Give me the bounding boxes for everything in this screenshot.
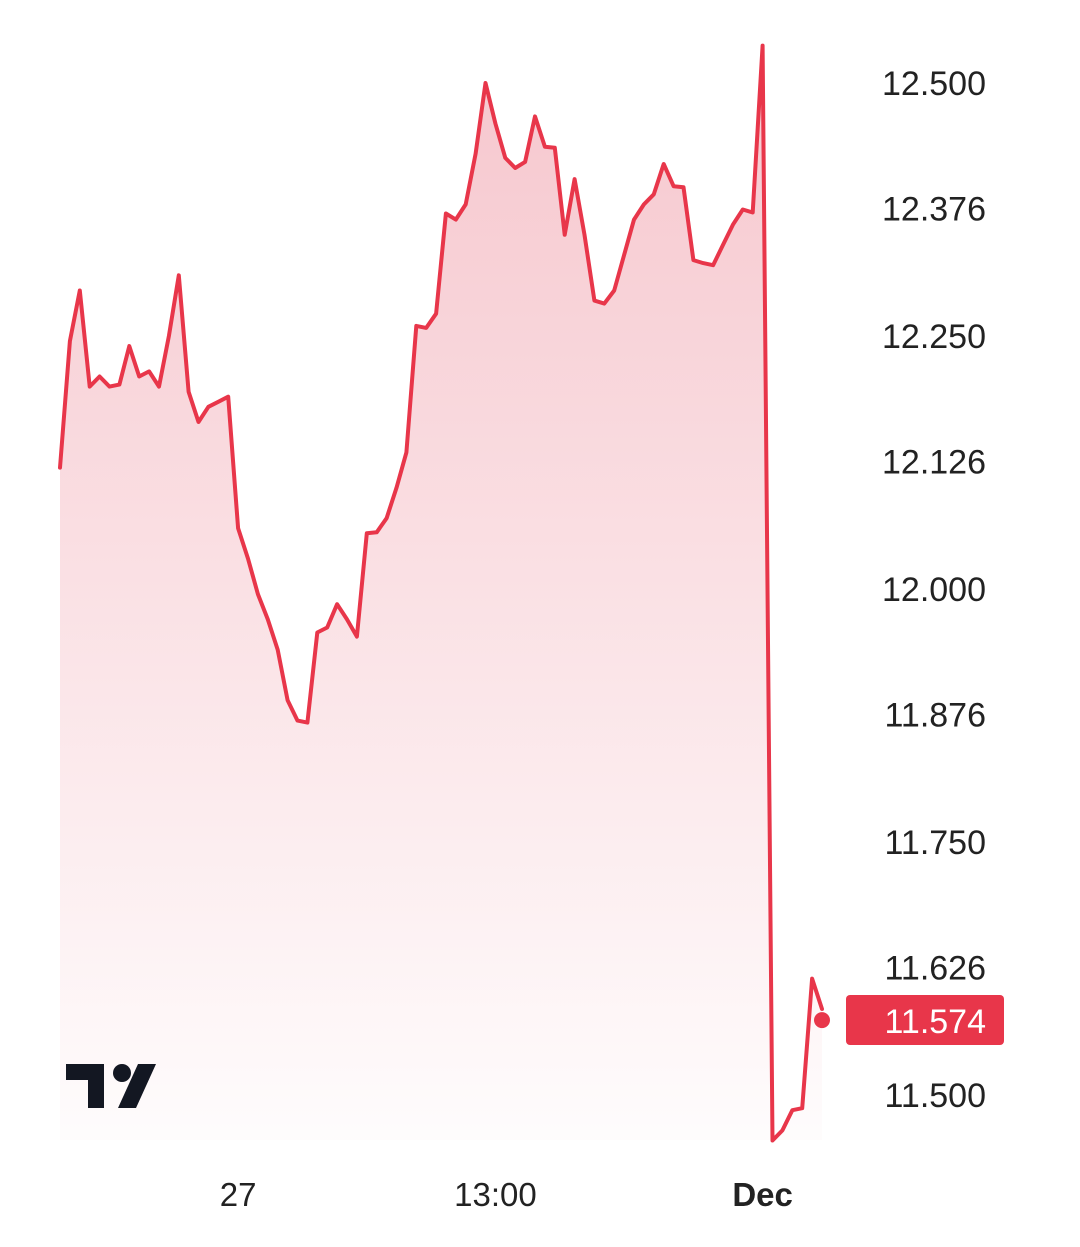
y-tick-label: 12.250 — [882, 318, 986, 356]
price-area-fill — [60, 45, 822, 1141]
y-tick-label: 11.500 — [885, 1077, 986, 1115]
x-tick-label: 27 — [220, 1176, 257, 1213]
y-tick-label: 11.876 — [885, 696, 986, 734]
y-tick-label: 12.126 — [882, 443, 986, 481]
last-price-badge-bg — [846, 995, 1004, 1045]
y-tick-label: 11.626 — [885, 949, 986, 987]
last-price-dot — [814, 1012, 830, 1029]
y-tick-label: 12.000 — [882, 571, 986, 609]
y-tick-label: 12.376 — [882, 190, 986, 228]
last-price-badge: 11.574 — [846, 995, 1004, 1045]
x-axis: 27 13:00 Dec — [220, 1176, 793, 1213]
y-axis: 12.500 12.376 12.250 12.126 12.000 11.876 11.7… — [882, 65, 986, 1115]
last-price-label: 11.574 — [885, 1003, 986, 1041]
y-tick-label: 12.500 — [882, 65, 986, 103]
x-tick-label: 13:00 — [454, 1176, 537, 1213]
price-line — [58, 43, 824, 1143]
x-tick-label: Dec — [732, 1176, 793, 1213]
tradingview-logo-icon — [66, 1064, 156, 1108]
y-tick-label: 11.750 — [885, 824, 986, 862]
